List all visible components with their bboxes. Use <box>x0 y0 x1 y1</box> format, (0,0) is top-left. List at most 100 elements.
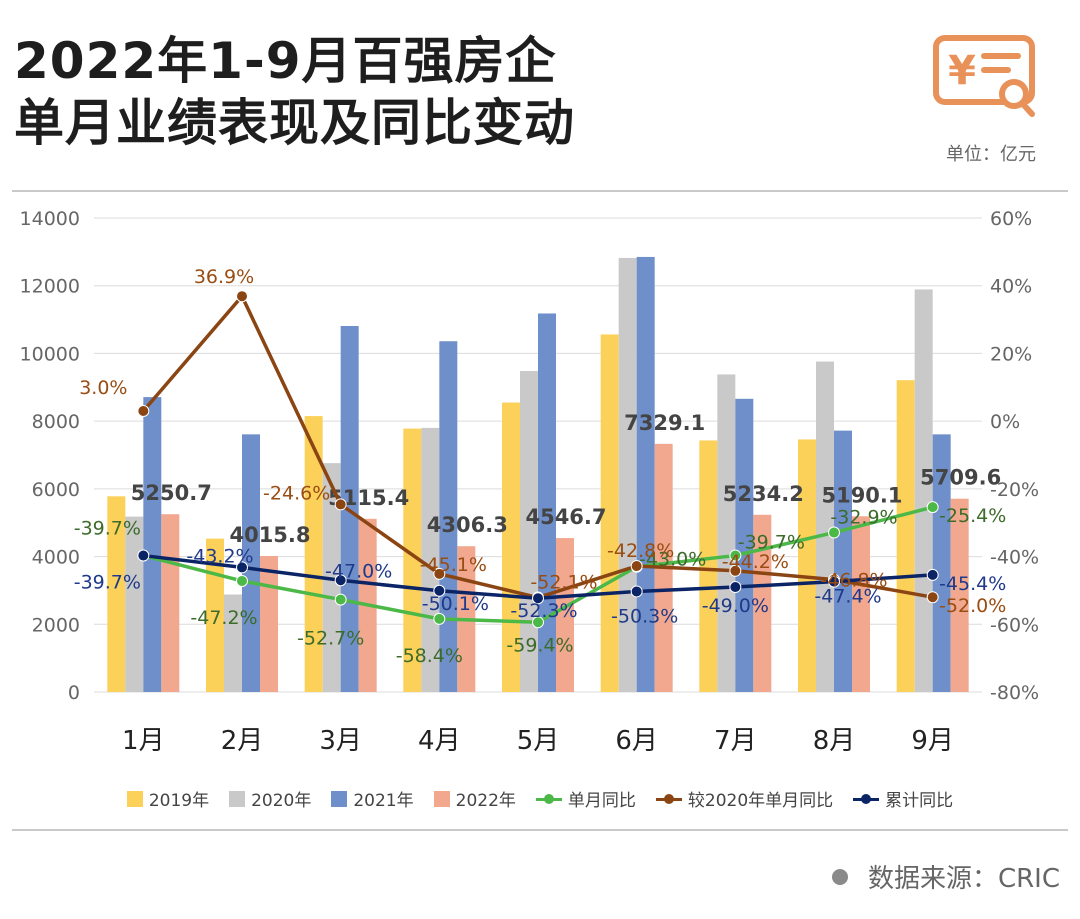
bar <box>896 380 915 692</box>
y-right-tick-label: -40% <box>990 547 1039 569</box>
data-label: -52.0% <box>939 595 1006 617</box>
x-tick-label: 7月 <box>714 726 757 756</box>
bar <box>717 374 736 692</box>
data-label: 4546.7 <box>525 505 606 529</box>
y-left-tick-label: 0 <box>68 682 80 704</box>
series-point <box>137 404 150 417</box>
y-left-tick-label: 6000 <box>32 479 80 501</box>
data-label: -49.0% <box>702 595 769 617</box>
legend-swatch <box>331 790 348 807</box>
legend-label: 单月同比 <box>567 791 636 811</box>
x-tick-label: 3月 <box>319 726 362 756</box>
x-tick-label: 1月 <box>122 726 165 756</box>
source-note: 数据来源：CRIC <box>831 858 1060 895</box>
data-label: -45.4% <box>939 573 1006 595</box>
data-label: -43.2% <box>186 545 253 567</box>
data-label: -39.7% <box>74 572 141 594</box>
legend-swatch <box>433 790 450 807</box>
data-label: 5709.6 <box>920 466 1001 490</box>
x-tick-label: 2月 <box>221 726 264 756</box>
data-label: 5190.1 <box>821 483 902 507</box>
data-label: -46.8% <box>820 570 887 592</box>
bottom-divider <box>12 829 1068 831</box>
series-point <box>926 591 939 604</box>
bar <box>798 439 816 692</box>
bar <box>143 397 162 692</box>
legend-label: 2020年 <box>251 791 312 811</box>
series-point <box>926 568 939 581</box>
legend-entry: 2020年 <box>229 786 311 811</box>
data-label: 7329.1 <box>624 411 705 435</box>
series-point <box>236 574 248 587</box>
y-right-tick-label: 0% <box>990 411 1020 433</box>
data-label: -25.4% <box>939 505 1006 527</box>
bar <box>753 514 772 692</box>
bar <box>304 416 323 692</box>
data-label: -52.3% <box>510 600 577 622</box>
series-point <box>532 592 544 605</box>
x-tick-label: 6月 <box>615 726 658 756</box>
legend-swatch <box>535 791 562 807</box>
bar <box>735 398 754 692</box>
y-right-tick-label: -20% <box>990 479 1039 501</box>
data-label: -32.9% <box>830 507 897 529</box>
data-label: -50.3% <box>611 605 678 627</box>
series-point <box>828 575 840 588</box>
chart-legend: 2019年 2020年 2021年 2022年 单月同比 较2020年单月同比 累计同比 <box>0 786 1080 811</box>
bar <box>520 371 538 692</box>
legend-label: 2019年 <box>148 791 210 811</box>
data-label: 4306.3 <box>427 513 508 537</box>
bar <box>950 498 969 692</box>
title-line-2: 单月业绩表现及同比变动 <box>14 94 575 152</box>
data-label: -44.2% <box>722 551 789 573</box>
bar <box>439 341 458 692</box>
y-right-tick-label: 60% <box>990 208 1032 230</box>
legend-entry: 累计同比 <box>853 786 953 811</box>
series-point <box>433 612 446 625</box>
legend-entry: 2022年 <box>433 786 516 811</box>
data-label: 3.0% <box>79 377 127 399</box>
legend-swatch <box>126 790 143 807</box>
bar <box>206 538 224 692</box>
series-point <box>630 585 643 598</box>
data-label: -58.4% <box>396 645 463 667</box>
title-line-1: 2022年1-9月百强房企 <box>14 32 557 90</box>
x-tick-label: 8月 <box>813 726 856 756</box>
bar <box>914 289 933 692</box>
x-tick-label: 9月 <box>911 726 954 756</box>
y-right-tick-label: 20% <box>990 343 1032 365</box>
y-left-tick-label: 10000 <box>20 343 80 365</box>
data-label: -24.6% <box>263 482 330 504</box>
legend-entry: 单月同比 <box>535 786 636 811</box>
legend-label: 2022年 <box>455 791 516 811</box>
data-label: 5250.7 <box>131 481 212 505</box>
series-point <box>137 549 150 562</box>
bar <box>816 361 834 692</box>
series-point <box>729 564 742 577</box>
y-right-tick-label: 40% <box>990 276 1032 298</box>
bullet-icon <box>831 868 848 885</box>
series-point <box>334 593 347 606</box>
legend-label: 2021年 <box>353 791 414 811</box>
y-left-tick-label: 2000 <box>32 614 80 636</box>
series-point <box>828 526 840 539</box>
unit-label: 单位：亿元 <box>946 144 1036 165</box>
data-label: 36.9% <box>194 266 254 288</box>
legend-entry: 较2020年单月同比 <box>655 786 833 811</box>
data-label: -47.4% <box>814 586 881 608</box>
legend-entry: 2019年 <box>126 786 210 811</box>
bar <box>852 516 870 692</box>
legend-label: 累计同比 <box>885 791 954 811</box>
y-left-tick-label: 8000 <box>32 411 80 433</box>
bar <box>107 496 126 692</box>
series-point <box>433 584 446 597</box>
bar <box>224 594 242 692</box>
yuan-document-search-icon: ¥ <box>933 35 1035 117</box>
page-title: 2022年1-9月百强房企 单月业绩表现及同比变动 <box>14 30 575 154</box>
data-label: -59.4% <box>506 634 573 656</box>
data-label: -47.0% <box>325 560 392 582</box>
y-right-tick-label: -60% <box>990 614 1039 636</box>
series-point <box>630 560 643 573</box>
chart: 0 -80% 2000 -60% 4000 -40% 6000 -20% 8000 0% 10000… <box>20 208 1040 756</box>
data-label: -52.1% <box>530 572 597 594</box>
